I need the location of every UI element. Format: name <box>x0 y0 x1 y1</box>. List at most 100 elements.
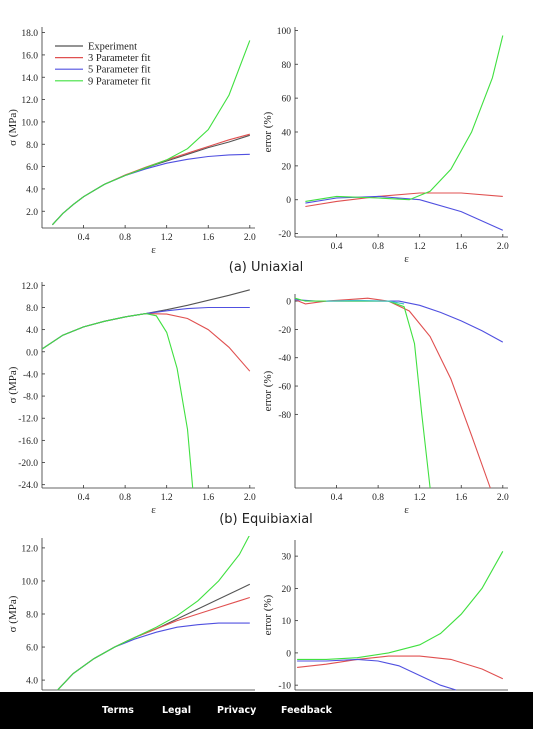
y-tick-label: 8.0 <box>26 141 38 151</box>
caption-equibiaxial: (b) Equibiaxial <box>219 512 313 527</box>
y-tick-label: 0 <box>286 649 291 659</box>
series-line-5-parameter-fit <box>57 622 250 691</box>
y-tick-label: 4.0 <box>26 185 38 195</box>
y-tick-label: 12.0 <box>21 96 38 106</box>
y-tick-label: 100 <box>277 27 292 37</box>
x-axis-label: ε <box>404 504 409 516</box>
y-tick-label: 12.0 <box>21 544 38 554</box>
caption-uniaxial: (a) Uniaxial <box>229 260 303 275</box>
series-line--40e040 <box>305 35 504 202</box>
y-tick-label: 0 <box>286 298 291 308</box>
y-tick-label: -20 <box>278 326 291 336</box>
y-tick-label: -12.0 <box>18 415 38 425</box>
y-tick-label: 20 <box>282 585 292 595</box>
y-tick-label: -16.0 <box>18 437 38 447</box>
footer-link-terms[interactable]: Terms <box>102 705 134 716</box>
y-tick-label: 2.0 <box>26 208 38 218</box>
x-tick-label: 2.0 <box>497 242 509 252</box>
y-tick-label: -20.0 <box>18 459 38 469</box>
y-tick-label: 0.0 <box>26 348 38 358</box>
x-tick-label: 1.6 <box>455 493 467 503</box>
x-tick-label: 0.8 <box>119 493 131 503</box>
y-tick-label: -4.0 <box>23 370 38 380</box>
series-line--e05050 <box>305 192 503 208</box>
y-tick-label: -24.0 <box>18 481 38 491</box>
panel-third-stress: 4.0 6.0 8.0 10.0 12.0 σ (MPa) <box>7 536 255 691</box>
series-line--5050e0 <box>297 658 457 691</box>
x-tick-label: 0.4 <box>78 233 90 243</box>
series-line-9-parameter-fit <box>42 313 194 489</box>
x-tick-label: 0.8 <box>372 493 384 503</box>
x-tick-label: 1.6 <box>455 242 467 252</box>
y-tick-label: 20 <box>282 162 292 172</box>
panel-uniaxial-error: -20 0 20 40 60 80 100 0.4 0.8 1.2 1.6 2.0 ε error (%) <box>262 27 509 265</box>
x-tick-label: 1.2 <box>161 233 173 243</box>
x-axis-label: ε <box>404 253 409 265</box>
figure-canvas: 2.0 4.0 6.0 8.0 10.0 12.0 14.0 16.0 18.0 0.4 0.8 1.… <box>7 27 509 692</box>
panel-equibiaxial-error: 0 -20 -40 -60 -80 0.4 0.8 1.2 1.6 2.0 ε error (%) <box>262 294 509 516</box>
y-tick-label: -80 <box>278 411 291 421</box>
y-tick-label: 0 <box>286 196 291 206</box>
y-tick-label: 6.0 <box>26 163 38 173</box>
series-line-3-parameter-fit <box>42 313 251 372</box>
series-line-experiment <box>51 134 250 226</box>
footer-link-feedback[interactable]: Feedback <box>281 705 332 716</box>
y-tick-label: -40 <box>278 354 291 364</box>
y-tick-label: 60 <box>282 95 292 105</box>
series-line-9-parameter-fit <box>51 40 251 226</box>
legend-label: Experiment <box>88 42 137 53</box>
x-tick-label: 0.4 <box>78 493 90 503</box>
series-line--40c0c0 <box>326 299 405 305</box>
x-tick-label: 0.8 <box>372 242 384 252</box>
x-tick-label: 1.2 <box>414 242 426 252</box>
y-axis-label: σ (MPa) <box>7 595 19 632</box>
y-tick-label: 10.0 <box>21 118 38 128</box>
x-axis-label: ε <box>151 244 156 256</box>
panel-uniaxial-stress: 2.0 4.0 6.0 8.0 10.0 12.0 14.0 16.0 18.0 0.4 0.8 1.… <box>7 27 256 256</box>
x-axis-label: ε <box>151 504 156 516</box>
x-tick-label: 1.6 <box>202 233 214 243</box>
y-tick-label: -8.0 <box>23 393 38 403</box>
y-axis-label: σ (MPa) <box>7 109 19 146</box>
series-line--40e040 <box>295 297 431 489</box>
x-tick-label: 1.6 <box>202 493 214 503</box>
footer-bar: Terms Legal Privacy Feedback <box>0 692 533 729</box>
footer-link-legal[interactable]: Legal <box>162 705 191 716</box>
x-tick-label: 0.4 <box>331 242 343 252</box>
panel-third-error: 30 20 10 0 -10 error (%) <box>262 540 508 692</box>
x-tick-label: 0.8 <box>119 233 131 243</box>
series-line--e05050 <box>295 297 491 489</box>
series-line-experiment <box>42 289 250 350</box>
y-tick-label: 4.0 <box>26 326 38 336</box>
y-tick-label: 16.0 <box>21 51 38 61</box>
legend-label: 9 Parameter fit <box>88 76 150 87</box>
legend-label: 5 Parameter fit <box>88 65 150 76</box>
y-tick-label: -20 <box>278 230 291 240</box>
x-tick-label: 1.2 <box>161 493 173 503</box>
series-line-9-parameter-fit <box>57 536 250 691</box>
x-tick-label: 0.4 <box>331 493 343 503</box>
y-tick-label: 30 <box>282 553 292 563</box>
series-line--5050e0 <box>305 195 504 231</box>
series-line-experiment <box>57 583 251 691</box>
y-tick-label: -60 <box>278 383 291 393</box>
series-line-3-parameter-fit <box>57 596 250 691</box>
y-tick-label: 6.0 <box>26 644 38 654</box>
x-tick-label: 2.0 <box>497 493 509 503</box>
y-axis-label: error (%) <box>262 111 274 152</box>
y-tick-label: 18.0 <box>21 29 38 39</box>
y-tick-label: 10 <box>282 617 292 627</box>
y-axis-label: σ (MPa) <box>7 366 19 403</box>
x-tick-label: 1.2 <box>414 493 426 503</box>
series-line--e05050 <box>297 655 504 680</box>
y-axis-label: error (%) <box>262 594 274 635</box>
y-tick-label: 8.0 <box>26 304 38 314</box>
y-tick-label: 10.0 <box>21 577 38 587</box>
y-tick-label: 80 <box>282 61 292 71</box>
footer-link-privacy[interactable]: Privacy <box>217 705 257 716</box>
y-tick-label: 4.0 <box>26 677 38 687</box>
y-axis-label: error (%) <box>262 370 274 411</box>
y-tick-label: 8.0 <box>26 611 38 621</box>
x-tick-label: 2.0 <box>244 493 256 503</box>
